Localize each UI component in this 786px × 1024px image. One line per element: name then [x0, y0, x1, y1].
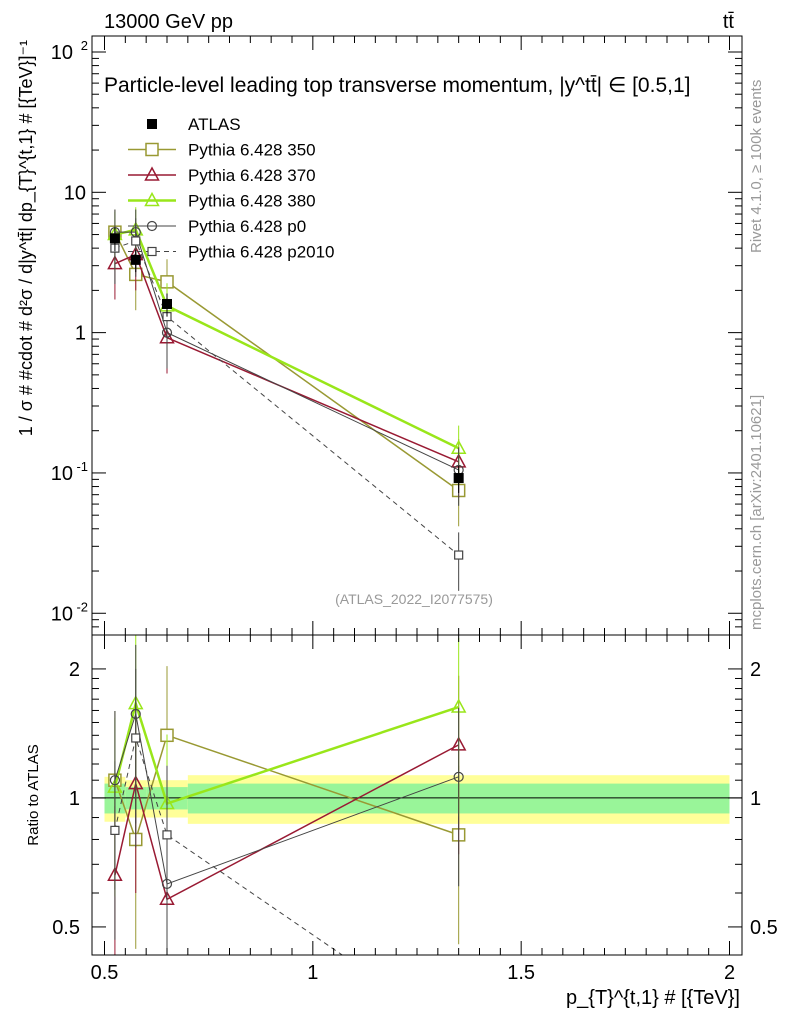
header-process-label: tt̄ [723, 11, 735, 33]
ratio-line-2 [113, 698, 460, 806]
legend-marker-0 [145, 142, 159, 157]
legend-marker-1 [144, 166, 160, 181]
x-tick-label-2: 1.5 [507, 962, 535, 984]
y-tick-exponent-4: 2 [81, 38, 88, 53]
legend-marker-2 [144, 191, 160, 207]
ratio-panel: 0.5 0.5 1 1 2 2 0.5 1 1.5 2 [52, 634, 778, 984]
ratio-point-3 [453, 771, 464, 782]
data-point [162, 298, 172, 309]
y-tick-label-1: 10 [51, 463, 73, 485]
x-axis-title: p_{T}^{t,1} # [{TeV}] [566, 987, 740, 1009]
legend-label-4: Pythia 6.428 p2010 [188, 243, 335, 262]
side-label-mcplots: mcplots.cern.ch [arXiv:2401.10621] [748, 395, 765, 630]
analysis-tag: (ATLAS_2022_I2077575) [335, 591, 493, 607]
series-line-4 [114, 240, 459, 556]
legend-label-2: Pythia 6.428 380 [188, 192, 316, 211]
series-line-0 [114, 231, 460, 492]
y-tick-label-4: 10 [51, 42, 73, 64]
y-tick-label-0: 10 [51, 603, 73, 625]
series-line-2 [114, 228, 460, 450]
legend-marker-atlas [147, 119, 157, 129]
data-point [109, 233, 120, 244]
ratio-tick-label-left-1: 1 [69, 788, 80, 810]
y-axis-title: 1 / σ # #cdot # d²σ / d|y^tt̄| dp_{T}^{t… [16, 40, 37, 436]
ratio-line-3 [114, 713, 459, 885]
ratio-tick-label-right-0: 0.5 [750, 917, 778, 939]
legend-label-3: Pythia 6.428 p0 [188, 217, 306, 236]
series-line-3 [114, 231, 459, 471]
series-line-1 [114, 253, 459, 463]
legend-label-atlas: ATLAS [188, 115, 241, 134]
side-label-rivet: Rivet 4.1.0, ≥ 100k events [748, 80, 765, 253]
ratio-line-1 [114, 744, 460, 901]
ratio-point-4 [110, 825, 120, 835]
ratio-tick-label-right-1: 1 [750, 788, 761, 810]
series-point-4 [454, 550, 464, 560]
y-tick-exponent-0: -2 [76, 599, 88, 614]
x-tick-label-1: 1 [307, 962, 318, 984]
legend-label-1: Pythia 6.428 370 [188, 166, 316, 185]
chart-title: Particle-level leading top transverse mo… [104, 74, 690, 97]
x-tick-label-3: 2 [724, 962, 735, 984]
series-point-4 [131, 236, 141, 246]
ratio-frame [91, 634, 743, 956]
legend-label-0: Pythia 6.428 350 [188, 141, 316, 160]
ratio-line-4 [114, 736, 344, 955]
ratio-tick-label-left-2: 2 [69, 659, 80, 681]
header-collision-label: 13000 GeV pp [104, 11, 233, 33]
legend-marker-4 [147, 246, 157, 257]
ratio-point-4 [131, 733, 141, 743]
ratio-tick-label-right-2: 2 [750, 659, 761, 681]
ratio-point-4 [162, 830, 172, 840]
legend-marker-3 [146, 220, 158, 232]
data-point [453, 473, 464, 484]
data-point [130, 254, 141, 265]
x-tick-label-0: 0.5 [91, 962, 119, 984]
ratio-tick-label-left-0: 0.5 [52, 917, 80, 939]
legend: ATLAS Pythia 6.428 350 Pythia 6.428 370 Pyt… [128, 115, 335, 262]
ratio-y-axis-title: Ratio to ATLAS [25, 744, 42, 845]
y-tick-label-2: 1 [75, 323, 86, 345]
y-tick-exponent-1: -1 [76, 459, 88, 474]
y-tick-label-3: 10 [64, 182, 86, 204]
